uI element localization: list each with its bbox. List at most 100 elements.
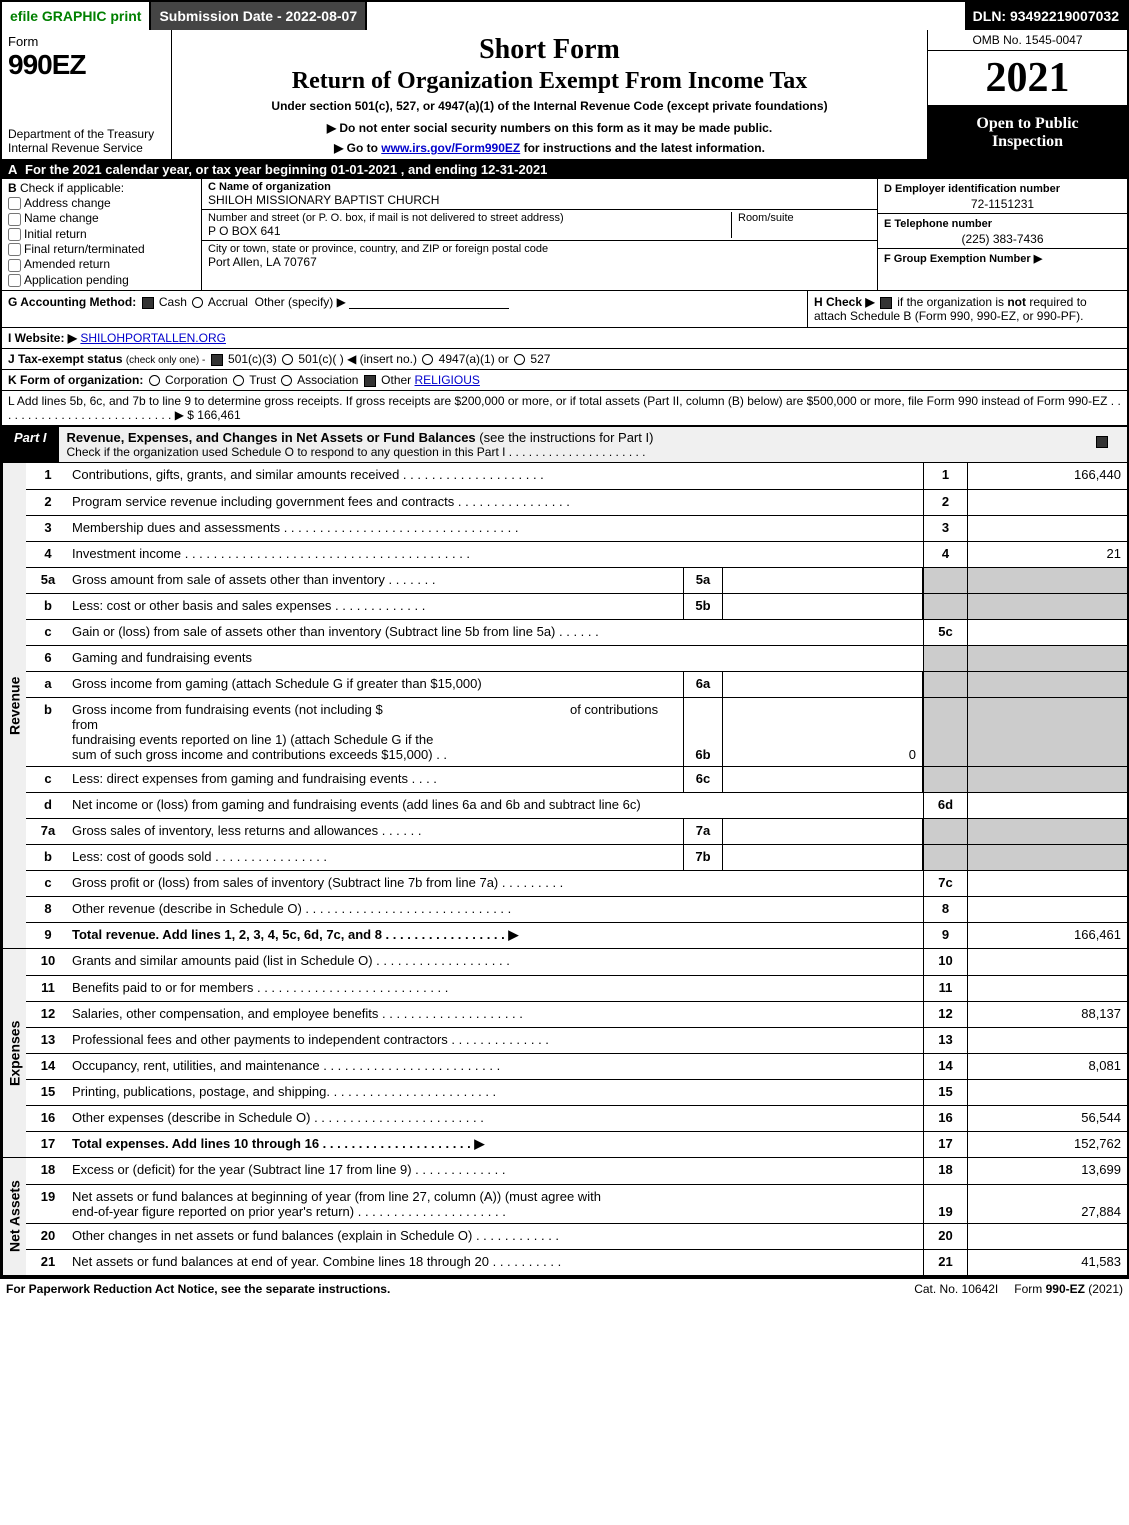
website-link[interactable]: SHILOHPORTALLEN.ORG [80, 331, 226, 345]
row-11-ln: 11 [923, 976, 967, 1001]
chk-address-change[interactable]: Address change [8, 196, 195, 210]
chk-accrual[interactable] [192, 297, 203, 308]
row-7c-val [967, 871, 1127, 896]
row-5c-num: c [26, 620, 70, 645]
part-i-header: Part I Revenue, Expenses, and Changes in… [2, 426, 1127, 463]
row-6-num: 6 [26, 646, 70, 671]
row-14-ln: 14 [923, 1054, 967, 1079]
city-label: City or town, state or province, country… [208, 243, 871, 255]
form-of-org-label: K Form of organization: [8, 373, 143, 387]
row-7b-subval [723, 845, 923, 870]
section-h-not: not [1007, 295, 1026, 309]
submission-date-label: Submission Date - 2022-08-07 [151, 2, 367, 30]
row-6d-val [967, 793, 1127, 818]
opt-corporation: Corporation [165, 373, 228, 387]
efile-print-label[interactable]: efile GRAPHIC print [2, 2, 151, 30]
row-4-ln: 4 [923, 542, 967, 567]
row-12-num: 12 [26, 1002, 70, 1027]
section-l-text: L Add lines 5b, 6c, and 7b to line 9 to … [8, 394, 1107, 408]
omb-number: OMB No. 1545-0047 [928, 30, 1127, 51]
chk-initial-return[interactable]: Initial return [8, 227, 195, 241]
section-f: F Group Exemption Number ▶ [878, 249, 1127, 290]
row-6b-subval: 0 [723, 698, 923, 766]
section-d: D Employer identification number 72-1151… [878, 179, 1127, 214]
chk-501c3[interactable] [211, 354, 223, 366]
form-number: 990EZ [8, 49, 86, 80]
row-19-line1: Net assets or fund balances at beginning… [72, 1189, 601, 1204]
row-8-desc: Other revenue (describe in Schedule O) .… [70, 897, 923, 922]
section-k: K Form of organization: Corporation Trus… [2, 369, 1127, 390]
main-title: Return of Organization Exempt From Incom… [180, 68, 919, 95]
row-2-desc: Program service revenue including govern… [70, 490, 923, 515]
row-3-ln: 3 [923, 516, 967, 541]
row-5b-ln-shade [923, 594, 967, 619]
chk-amended-return[interactable]: Amended return [8, 257, 195, 271]
subtitle-section: Under section 501(c), 527, or 4947(a)(1)… [180, 99, 919, 113]
chk-name-change[interactable]: Name change [8, 211, 195, 225]
row-6a-val-shade [967, 672, 1127, 697]
row-10-desc: Grants and similar amounts paid (list in… [70, 949, 923, 975]
chk-schedule-o-part-i[interactable] [1096, 436, 1108, 448]
section-c: C Name of organization SHILOH MISSIONARY… [202, 179, 877, 290]
part-i-title-block: Revenue, Expenses, and Changes in Net As… [59, 427, 1077, 462]
chk-trust[interactable] [233, 375, 244, 386]
chk-501c[interactable] [282, 354, 293, 365]
other-specify-input[interactable] [349, 297, 509, 309]
opt-association: Association [297, 373, 358, 387]
row-21-val: 41,583 [967, 1250, 1127, 1275]
row-9-num: 9 [26, 923, 70, 948]
row-17: 17 Total expenses. Add lines 10 through … [26, 1131, 1127, 1157]
row-5b-subval [723, 594, 923, 619]
open-line1: Open to Public [932, 115, 1123, 133]
opt-other: Other [381, 373, 411, 387]
tax-exempt-label: J Tax-exempt status [8, 352, 123, 366]
row-18: 18 Excess or (deficit) for the year (Sub… [26, 1158, 1127, 1184]
row-21-desc: Net assets or fund balances at end of ye… [70, 1250, 923, 1275]
row-5a-desc: Gross amount from sale of assets other t… [70, 568, 683, 593]
row-17-desc-text: Total expenses. Add lines 10 through 16 … [72, 1136, 484, 1151]
row-15-num: 15 [26, 1080, 70, 1105]
row-1-val: 166,440 [967, 463, 1127, 489]
row-6d-num: d [26, 793, 70, 818]
row-20-num: 20 [26, 1224, 70, 1249]
row-5c: c Gain or (loss) from sale of assets oth… [26, 619, 1127, 645]
chk-application-pending[interactable]: Application pending [8, 273, 195, 287]
row-6b-val-shade [967, 698, 1127, 766]
row-16-val: 56,544 [967, 1106, 1127, 1131]
row-20-val [967, 1224, 1127, 1249]
revenue-body: 1 Contributions, gifts, grants, and simi… [26, 463, 1127, 948]
tax-exempt-sub: (check only one) - [126, 355, 205, 366]
row-6b-num: b [26, 698, 70, 766]
chk-amended-return-label: Amended return [24, 257, 110, 271]
row-5b-num: b [26, 594, 70, 619]
section-i: I Website: ▶ SHILOHPORTALLEN.ORG [2, 327, 1127, 348]
chk-4947a1[interactable] [422, 354, 433, 365]
chk-association[interactable] [281, 375, 292, 386]
row-20-desc: Other changes in net assets or fund bala… [70, 1224, 923, 1249]
row-17-desc: Total expenses. Add lines 10 through 16 … [70, 1132, 923, 1157]
chk-cash[interactable] [142, 297, 154, 309]
row-6b: b Gross income from fundraising events (… [26, 697, 1127, 766]
chk-other[interactable] [364, 375, 376, 387]
chk-final-return[interactable]: Final return/terminated [8, 242, 195, 256]
goto-post: for instructions and the latest informat… [520, 141, 765, 155]
chk-corporation[interactable] [149, 375, 160, 386]
row-1-num: 1 [26, 463, 70, 489]
chk-schedule-b-not-required[interactable] [880, 297, 892, 309]
footer-right-post: (2021) [1085, 1282, 1123, 1296]
netassets-body: 18 Excess or (deficit) for the year (Sub… [26, 1158, 1127, 1275]
footer-catno: Cat. No. 10642I [898, 1282, 1014, 1296]
section-j: J Tax-exempt status (check only one) - 5… [2, 348, 1127, 369]
group-exemption-label: F Group Exemption Number ▶ [884, 253, 1042, 265]
netassets-section: Net Assets 18 Excess or (deficit) for th… [2, 1157, 1127, 1275]
row-7c: c Gross profit or (loss) from sales of i… [26, 870, 1127, 896]
row-7a: 7a Gross sales of inventory, less return… [26, 818, 1127, 844]
other-value[interactable]: RELIGIOUS [415, 373, 480, 387]
chk-527[interactable] [514, 354, 525, 365]
row-8-ln: 8 [923, 897, 967, 922]
chk-name-change-label: Name change [24, 211, 99, 225]
opt-4947a1: 4947(a)(1) or [439, 352, 509, 366]
row-18-num: 18 [26, 1158, 70, 1184]
irs-link[interactable]: www.irs.gov/Form990EZ [381, 141, 520, 155]
row-21-num: 21 [26, 1250, 70, 1275]
